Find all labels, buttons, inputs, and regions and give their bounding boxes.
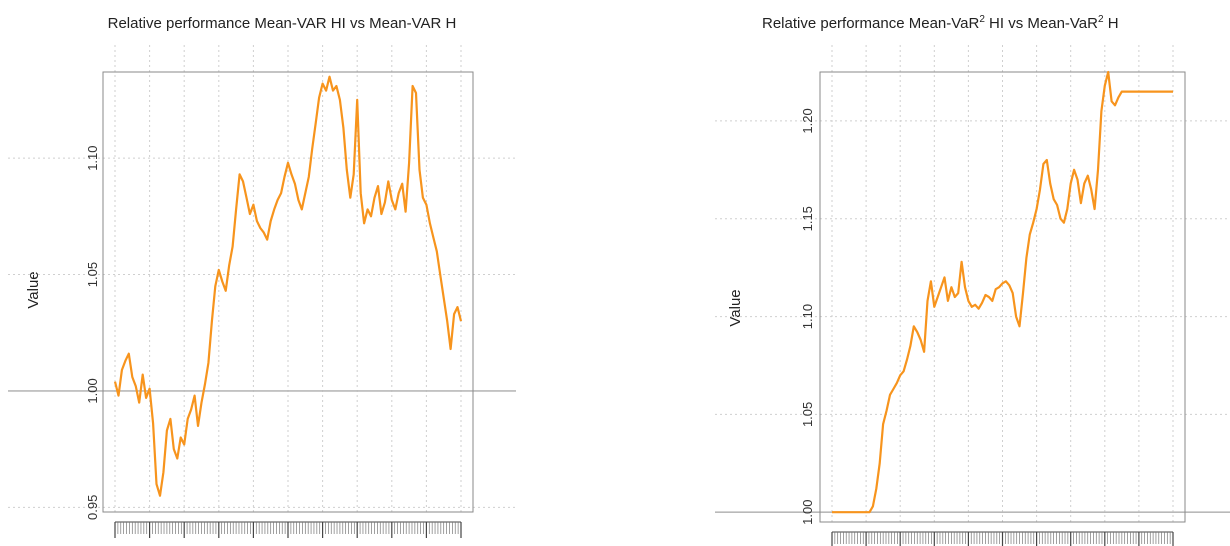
chart-right-title-sup-2: 2 xyxy=(1098,14,1104,25)
chart-left-title: Relative performance Mean-VAR HI vs Mean… xyxy=(108,15,457,32)
y-tick-label: 1.15 xyxy=(800,206,815,231)
chart-left: Relative performance Mean-VAR HI vs Mean… xyxy=(8,15,516,538)
chart-left-series-line xyxy=(113,75,463,497)
chart-right-y-axis: 1.00 1.05 1.10 1.15 1.20 xyxy=(800,108,815,525)
chart-left-plot-frame xyxy=(102,71,474,513)
chart-left-ylabel: Value xyxy=(25,271,42,308)
chart-right-plot-frame xyxy=(819,71,1186,523)
chart-right-series-line xyxy=(832,70,1173,514)
chart-right-x-axis xyxy=(831,531,1174,546)
chart-right-title: Relative performance Mean-VaR2 HI vs Mea… xyxy=(762,14,1119,32)
y-tick-label: 1.00 xyxy=(85,378,100,403)
y-tick-label: 0.95 xyxy=(85,495,100,520)
y-tick-label: 1.20 xyxy=(800,108,815,133)
chart-right-title-part-2: HI vs Mean-VaR xyxy=(985,15,1098,32)
y-tick-label: 1.10 xyxy=(800,304,815,329)
chart-right-title-sup-1: 2 xyxy=(979,14,985,25)
y-tick-label: 1.05 xyxy=(85,262,100,287)
chart-left-y-axis: 0.95 1.00 1.05 1.10 xyxy=(85,145,100,520)
chart-left-x-axis xyxy=(114,521,462,538)
y-tick-label: 1.00 xyxy=(800,500,815,525)
chart-right-title-part-3: H xyxy=(1104,15,1119,32)
y-tick-label: 1.10 xyxy=(85,145,100,170)
chart-right: Relative performance Mean-VaR2 HI vs Mea… xyxy=(715,14,1230,546)
chart-right-ylabel: Value xyxy=(727,289,744,326)
y-tick-label: 1.05 xyxy=(800,402,815,427)
chart-right-grid xyxy=(715,45,1230,522)
chart-right-title-part-1: Relative performance Mean-VaR xyxy=(762,15,979,32)
